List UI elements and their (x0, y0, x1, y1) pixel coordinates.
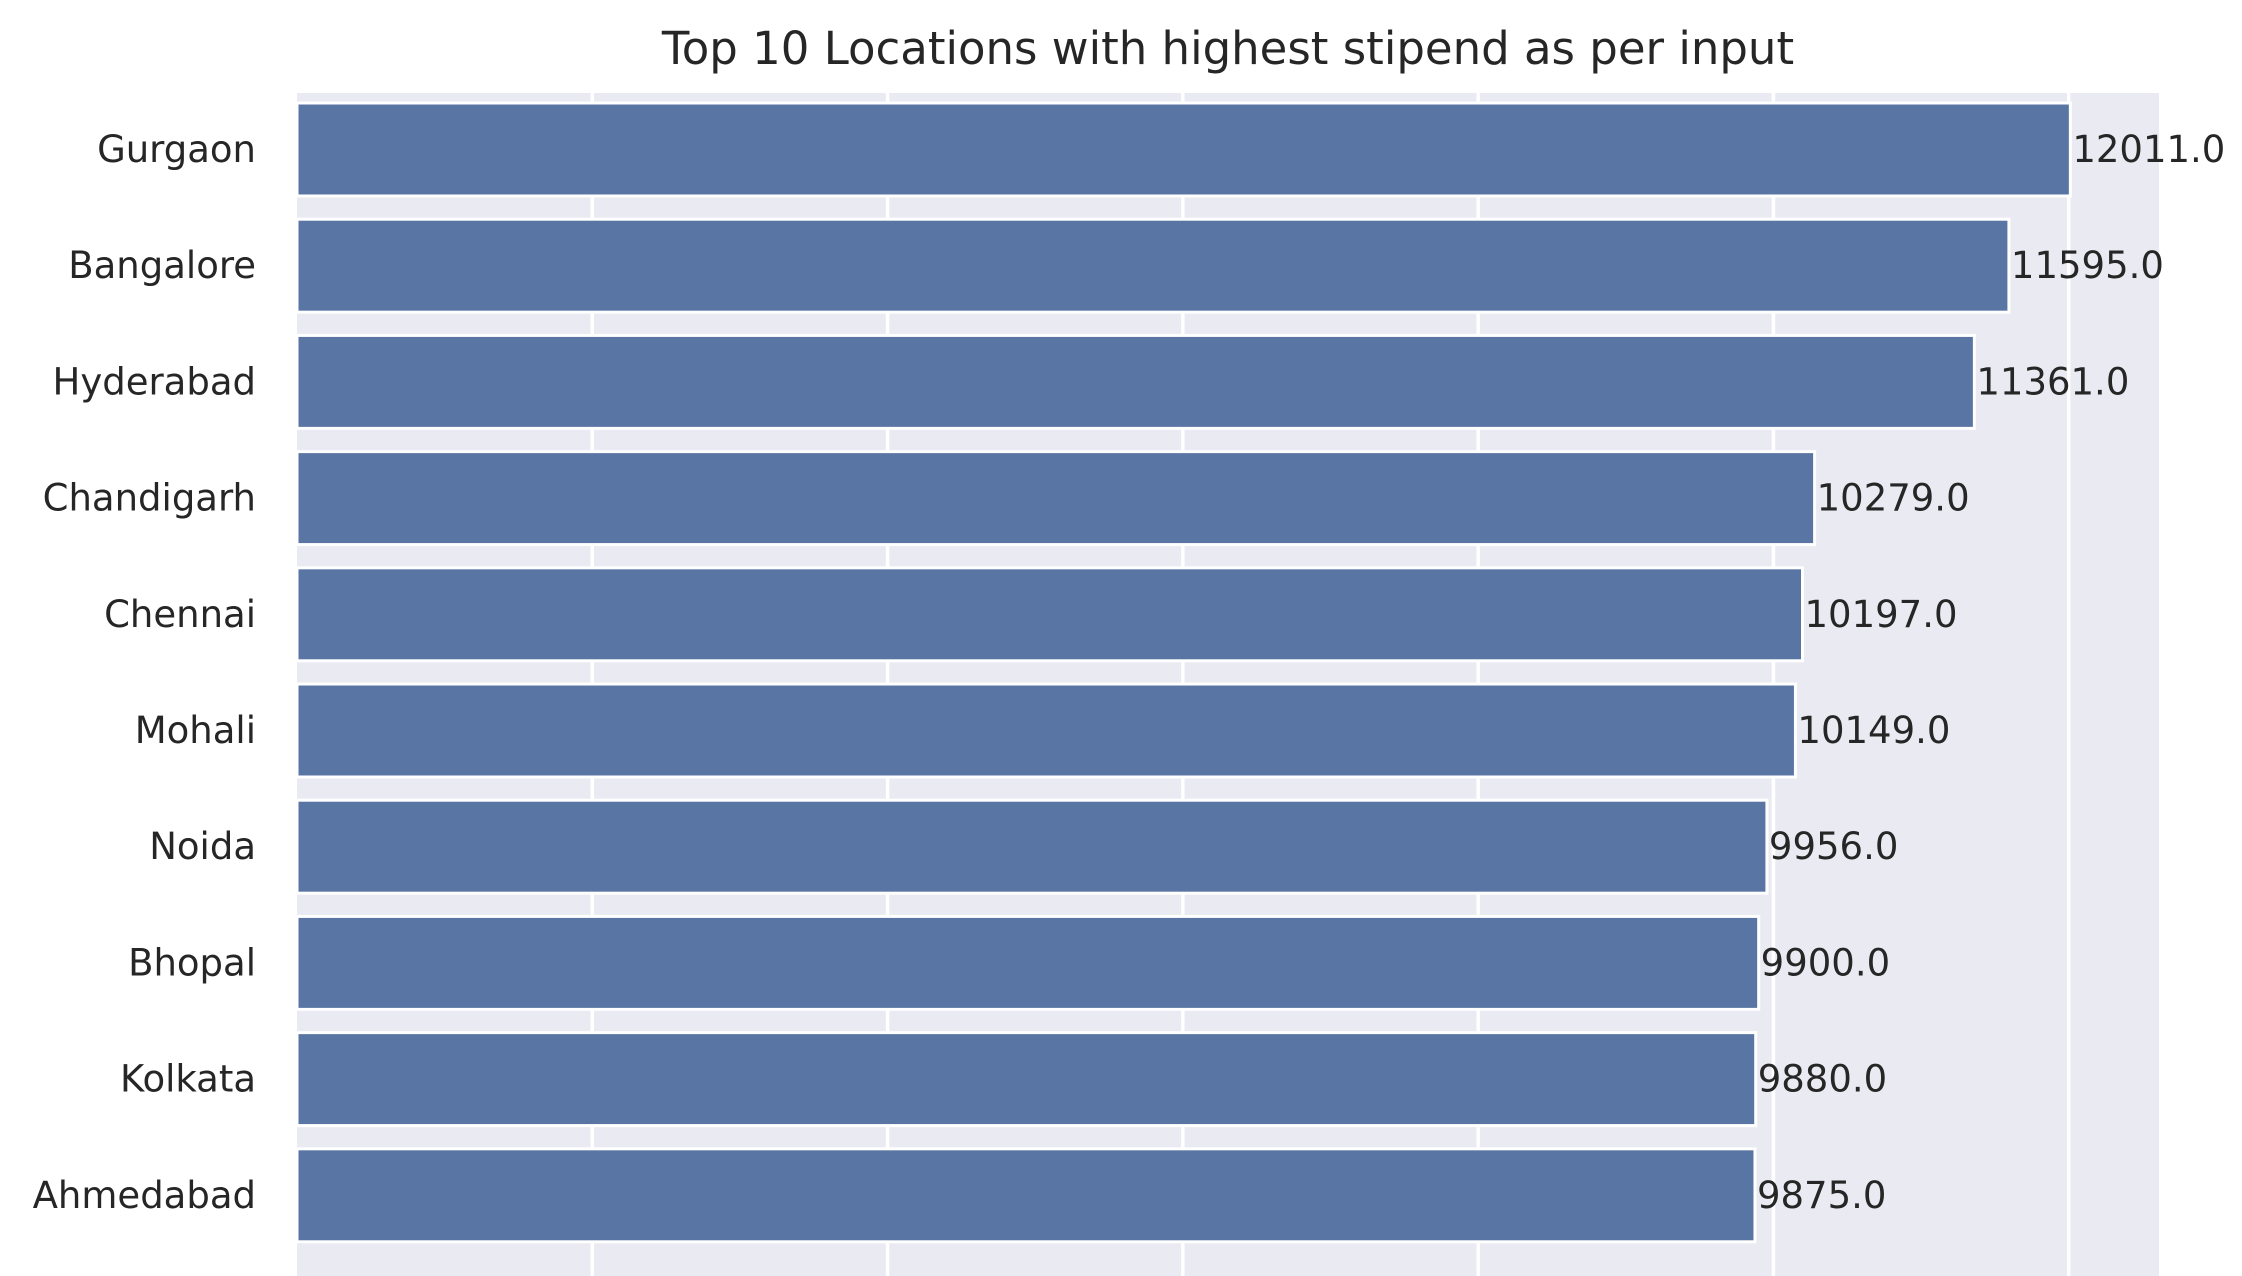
bar-value-label: 9880.0 (1758, 1058, 1887, 1101)
bar-chandigarh (295, 450, 1817, 547)
bar-value-label: 9900.0 (1761, 941, 1890, 984)
y-tick-label: Kolkata (120, 1058, 256, 1101)
bar-value-label: 10197.0 (1805, 593, 1958, 636)
bar-value-label: 10149.0 (1797, 709, 1950, 752)
y-tick-label: Noida (149, 825, 256, 868)
bar-value-label: 9875.0 (1757, 1174, 1886, 1217)
y-tick-labels: Gurgaon Bangalore Hyderabad Chandigarh Chenn… (33, 128, 256, 1217)
y-tick-label: Bangalore (68, 244, 256, 287)
bar-chennai (295, 566, 1805, 663)
bar-mohali (295, 682, 1797, 779)
bar-gurgaon (295, 101, 2072, 198)
y-tick-label: Ahmedabad (33, 1174, 256, 1217)
bar-value-label: 11361.0 (1976, 360, 2129, 403)
bar-bhopal (295, 914, 1761, 1011)
y-tick-label: Chandigarh (43, 477, 256, 520)
y-tick-label: Bhopal (128, 941, 256, 984)
chart-title: Top 10 Locations with highest stipend as… (661, 22, 1794, 75)
bar-value-label: 9956.0 (1769, 825, 1898, 868)
data-labels: 12011.0 11595.0 11361.0 10279.0 10197.0 10149… (1757, 128, 2225, 1217)
y-tick-label: Chennai (104, 593, 256, 636)
bar-ahmedabad (295, 1147, 1757, 1244)
bar-kolkata (295, 1031, 1758, 1128)
bar-value-label: 12011.0 (2072, 128, 2225, 171)
y-tick-label: Mohali (135, 709, 256, 752)
bar-bangalore (295, 217, 2011, 314)
bar-hyderabad (295, 333, 1976, 430)
bars (295, 101, 2072, 1244)
bar-value-label: 11595.0 (2011, 244, 2164, 287)
y-tick-label: Gurgaon (97, 128, 256, 171)
y-tick-label: Hyderabad (53, 360, 257, 403)
bar-value-label: 10279.0 (1817, 477, 1970, 520)
bar-noida (295, 798, 1769, 895)
